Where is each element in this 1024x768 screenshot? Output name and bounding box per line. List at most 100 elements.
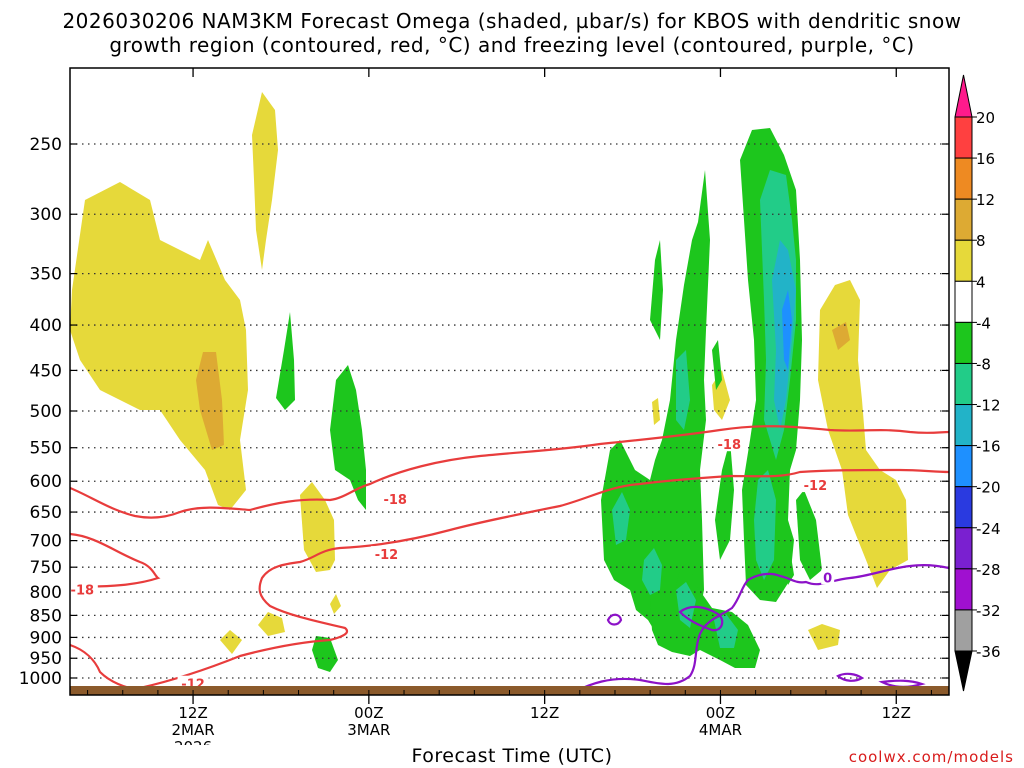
omega-strong-negative-region [642, 548, 662, 595]
omega-strong-negative-region [676, 350, 690, 430]
colorbar-label: -24 [976, 520, 1001, 538]
colorbar-label: -20 [976, 479, 1001, 497]
colorbar-swatch [954, 116, 973, 159]
omega-positive-region [818, 280, 908, 588]
colorbar-label: -28 [976, 561, 1001, 579]
x-tick-label: 2026 [174, 738, 212, 745]
colorbar-label: -32 [976, 602, 1001, 620]
y-tick-label: 450 [30, 361, 62, 381]
omega-time-height-chart: 2503003504004505005506006507007508008509… [19, 67, 1001, 745]
omega-positive-region [832, 322, 850, 350]
omega-positive-region [196, 352, 224, 450]
y-tick-label: 1000 [19, 669, 62, 689]
contour-label-bg [379, 490, 411, 506]
omega-negative-region [784, 550, 794, 585]
chart-title-line-1: 2026030206 NAM3KM Forecast Omega (shaded… [62, 9, 962, 33]
freezing-level-contour-line [836, 672, 865, 682]
colorbar-swatch [954, 609, 973, 652]
y-tick-label: 300 [30, 205, 62, 225]
colorbar-swatch [954, 362, 973, 406]
omega-negative-region [715, 440, 734, 560]
x-tick-label: 12Z [530, 704, 559, 722]
x-tick-label: 4MAR [699, 721, 742, 739]
credit-text: coolwx.com/models [848, 748, 1014, 766]
y-tick-label: 350 [30, 265, 62, 285]
omega-positive-region [300, 482, 335, 572]
colorbar-label: -12 [976, 397, 1001, 415]
colorbar-swatch [954, 280, 973, 323]
y-tick-label: 750 [30, 558, 62, 578]
contour-label: -12 [375, 548, 399, 563]
y-tick-label: 700 [30, 532, 62, 552]
omega-strong-negative-region [714, 614, 738, 648]
x-tick-label: 3MAR [347, 721, 390, 739]
contour-label: -18 [71, 584, 95, 599]
omega-shading [70, 92, 908, 672]
omega-negative-region [330, 365, 366, 510]
colorbar-swatch [954, 198, 973, 241]
y-tick-label: 650 [30, 503, 62, 523]
freezing-level-contour-line [678, 605, 724, 632]
colorbar-label: -16 [976, 438, 1001, 456]
temperature-contour-line [70, 532, 161, 588]
omega-positive-region [330, 594, 341, 614]
contour-label-bg [370, 546, 402, 562]
x-tick-label: 00Z [354, 704, 383, 722]
y-axis-ticks: 2503003504004505005506006507007508008509… [19, 135, 949, 689]
contour-label: -12 [804, 479, 828, 494]
contour-label: 0 [823, 571, 832, 586]
colorbar-label: 12 [976, 191, 995, 209]
y-tick-label: 850 [30, 606, 62, 626]
contour-label-bg [713, 436, 745, 452]
colorbar-label: 16 [976, 150, 995, 168]
colorbar-label: -36 [976, 643, 1001, 661]
omega-positive-region [652, 398, 660, 425]
colorbar-swatch [954, 321, 973, 364]
contour-label-bg [66, 581, 98, 597]
colorbar-top-arrow [954, 74, 973, 118]
contour-label: -18 [718, 438, 742, 453]
y-gridlines [70, 143, 949, 679]
contour-label-bg [821, 569, 835, 585]
colorbar-label: 20 [976, 109, 995, 127]
freezing-level-contour-line [573, 564, 949, 693]
omega-positive-region [252, 92, 278, 270]
omega-positive-region [258, 612, 285, 636]
omega-positive-region [808, 624, 840, 650]
colorbar-swatch [954, 404, 973, 447]
x-axis-label: Forecast Time (UTC) [411, 745, 613, 767]
x-tick-label: 2MAR [171, 721, 214, 739]
omega-strong-negative-region [612, 492, 630, 545]
freezing-level-contours [573, 564, 949, 693]
omega-strongest-negative-region [782, 290, 792, 370]
colorbar-label: -4 [976, 314, 991, 332]
colorbar-swatch [954, 568, 973, 611]
freezing-level-contour-line [878, 679, 926, 688]
omega-strong-negative-region [676, 582, 696, 628]
omega-positive-region [70, 182, 248, 510]
y-tick-label: 550 [30, 439, 62, 459]
omega-positive-region [220, 630, 242, 654]
colorbar-label: 4 [976, 273, 986, 291]
contour-label-bg [799, 477, 831, 493]
temperature-contours [70, 425, 949, 692]
colorbar-swatch [954, 157, 973, 200]
y-tick-label: 250 [30, 135, 62, 155]
colorbar: 20 16 12 8 4 -4 -8 -12 -16 -20 -24 -28 -32 -36 [954, 74, 1001, 692]
temperature-contour-line [139, 468, 949, 690]
omega-negative-region [312, 636, 338, 672]
colorbar-label: -8 [976, 355, 991, 373]
temperature-contour-line [70, 425, 949, 519]
y-tick-label: 400 [30, 316, 62, 336]
x-axis-ticks: 12Z2MAR202600Z3MAR12Z00Z4MAR12Z [87, 68, 932, 745]
colorbar-swatch [954, 445, 973, 488]
contour-label: -18 [383, 493, 407, 508]
y-tick-label: 500 [30, 402, 62, 422]
y-tick-label: 800 [30, 583, 62, 603]
x-tick-label: 00Z [706, 704, 735, 722]
freezing-level-contour-line [606, 613, 623, 626]
y-tick-label: 600 [30, 472, 62, 492]
x-tick-label: 12Z [178, 704, 207, 722]
x-tick-label: 12Z [882, 704, 911, 722]
colorbar-label: 8 [976, 232, 986, 250]
